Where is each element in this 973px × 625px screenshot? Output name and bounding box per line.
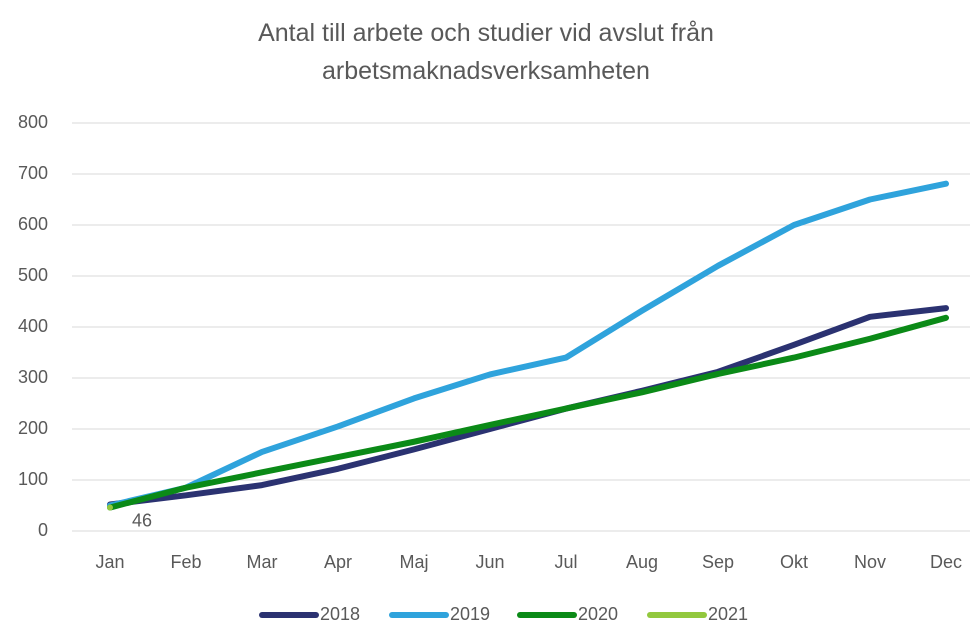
- y-tick-label: 100: [18, 469, 48, 489]
- series-line: [107, 180, 949, 509]
- legend-label: 2021: [708, 604, 748, 624]
- y-tick-label: 600: [18, 214, 48, 234]
- y-tick-label: 400: [18, 316, 48, 336]
- x-tick-label: Maj: [399, 552, 428, 572]
- x-tick-label: Jun: [475, 552, 504, 572]
- x-tick-label: Nov: [854, 552, 886, 572]
- legend-label: 2020: [578, 604, 618, 624]
- data-label: 46: [132, 510, 152, 530]
- y-tick-label: 0: [38, 520, 48, 540]
- x-tick-label: Apr: [324, 552, 352, 572]
- legend-label: 2019: [450, 604, 490, 624]
- y-tick-label: 300: [18, 367, 48, 387]
- legend-label: 2018: [320, 604, 360, 624]
- x-tick-label: Aug: [626, 552, 658, 572]
- series-line: [107, 314, 949, 511]
- y-tick-label: 800: [18, 112, 48, 132]
- x-tick-label: Mar: [247, 552, 278, 572]
- chart-title: Antal till arbete och studier vid avslut…: [258, 19, 714, 85]
- x-tick-label: Dec: [930, 552, 962, 572]
- x-tick-label: Sep: [702, 552, 734, 572]
- x-tick-label: Jul: [554, 552, 577, 572]
- x-tick-label: Okt: [780, 552, 808, 572]
- y-tick-label: 200: [18, 418, 48, 438]
- x-tick-label: Feb: [170, 552, 201, 572]
- y-tick-label: 700: [18, 163, 48, 183]
- y-tick-label: 500: [18, 265, 48, 285]
- x-tick-label: Jan: [95, 552, 124, 572]
